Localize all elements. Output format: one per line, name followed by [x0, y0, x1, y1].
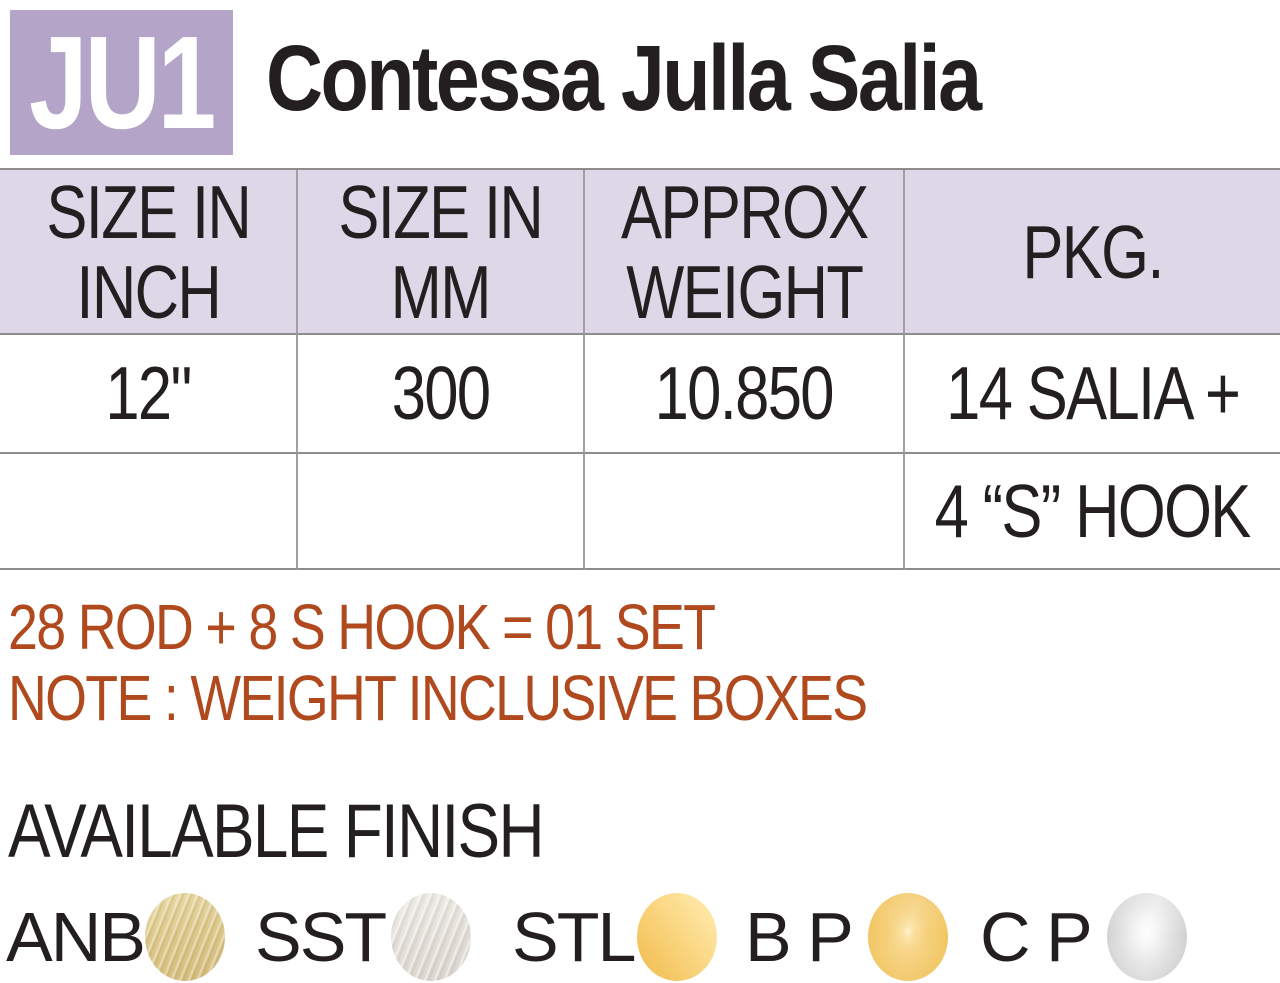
- cell-size-mm-row2: [298, 454, 585, 570]
- finish-swatch-cp-icon: [1107, 893, 1187, 981]
- finish-swatch-stl-icon: [637, 893, 717, 981]
- finish-swatch-anb-icon: [145, 893, 225, 981]
- finish-swatch-bp-icon: [868, 893, 948, 981]
- finish-label-cp: C P: [980, 898, 1093, 976]
- finish-options-row: ANB SST STL B P C P: [0, 893, 1280, 981]
- set-note-line1: 28 ROD + 8 S HOOK = 01 SET: [8, 591, 716, 663]
- available-finish-title: AVAILABLE FINISH: [8, 789, 545, 874]
- cell-size-inch-row1: 12": [0, 335, 298, 454]
- cell-pkg-row1: 14 SALIA +: [905, 335, 1280, 454]
- cell-approx-weight-row2: [585, 454, 905, 570]
- cell-size-mm-row1: 300: [298, 335, 585, 454]
- cell-pkg-row2: 4 “S” HOOK: [905, 454, 1280, 570]
- set-note-line2: NOTE : WEIGHT INCLUSIVE BOXES: [8, 662, 868, 734]
- finish-label-stl: STL: [512, 898, 636, 976]
- finish-label-sst: SST: [255, 898, 387, 976]
- cell-size-inch-row2: [0, 454, 298, 570]
- spec-table: SIZE IN INCH SIZE IN MM APPROX WEIGHT PKG. …: [0, 168, 1280, 570]
- finish-swatch-sst-icon: [391, 893, 471, 981]
- finish-label-anb: ANB: [6, 898, 146, 976]
- header-cell-approx-weight: APPROX WEIGHT: [585, 170, 905, 335]
- product-code: JU1: [29, 8, 216, 156]
- finish-label-bp: B P: [745, 898, 854, 976]
- header-cell-pkg: PKG.: [905, 170, 1280, 335]
- header-cell-size-mm: SIZE IN MM: [298, 170, 585, 335]
- page-title: Contessa Julla Salia: [266, 26, 982, 130]
- set-note: 28 ROD + 8 S HOOK = 01 SET NOTE : WEIGHT…: [8, 591, 868, 734]
- header-cell-size-inch: SIZE IN INCH: [0, 170, 298, 335]
- product-code-badge: JU1: [10, 10, 233, 155]
- cell-approx-weight-row1: 10.850: [585, 335, 905, 454]
